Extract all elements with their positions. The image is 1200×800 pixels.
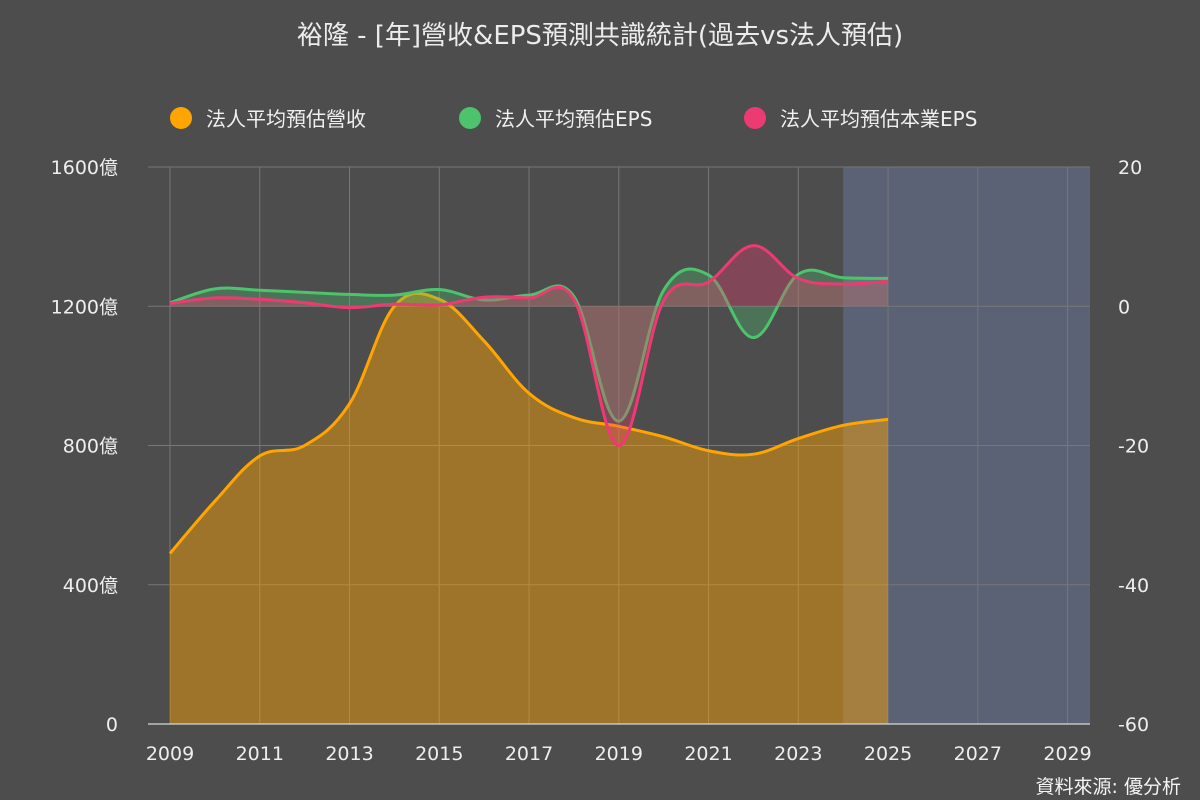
x-tick-label: 2017	[505, 743, 553, 765]
series-line-2	[169, 244, 889, 448]
y-left-tick-label: 400億	[63, 575, 118, 597]
y-right-tick-label: -60	[1118, 714, 1149, 736]
x-tick-label: 2019	[595, 743, 643, 765]
series-line-0	[168, 291, 889, 555]
x-tick-label: 2029	[1043, 743, 1091, 765]
y-left-tick-label: 1200億	[51, 296, 118, 318]
x-tick-label: 2013	[325, 743, 373, 765]
x-tick-label: 2021	[684, 743, 732, 765]
legend-label-0: 法人平均預估營收	[206, 107, 366, 131]
y-right-tick-label: 20	[1118, 157, 1142, 179]
legend-label-1: 法人平均預估EPS	[495, 107, 652, 131]
source-label: 資料來源: 優分析	[1036, 776, 1181, 798]
y-right-tick-label: -40	[1118, 575, 1149, 597]
series-area-0	[170, 293, 889, 724]
chart-title: 裕隆 - [年]營收&EPS預測共識統計(過去vs法人預估)	[297, 21, 903, 51]
legend: 法人平均預估營收 法人平均預估EPS 法人平均預估本業EPS	[170, 107, 977, 131]
y-right-tick-label: -20	[1118, 436, 1149, 458]
legend-marker-0	[170, 107, 192, 129]
x-tick-label: 2015	[415, 743, 463, 765]
x-tick-label: 2023	[774, 743, 822, 765]
x-tick-label: 2027	[954, 743, 1002, 765]
series-area-2	[170, 245, 889, 446]
y-left-tick-label: 1600億	[51, 157, 118, 179]
legend-marker-2	[744, 107, 766, 129]
x-tick-label: 2011	[236, 743, 284, 765]
legend-label-2: 法人平均預估本業EPS	[780, 107, 977, 131]
y-left-tick-label: 0	[106, 714, 118, 736]
y-left-tick-label: 800億	[63, 436, 118, 458]
y-right-tick-label: 0	[1118, 296, 1130, 318]
x-tick-label: 2025	[864, 743, 912, 765]
plot-area: 2009 2011 2013 2015 2017 2019 2021 2023 2025 2027…	[51, 157, 1149, 765]
x-tick-label: 2009	[146, 743, 194, 765]
legend-marker-1	[459, 107, 481, 129]
